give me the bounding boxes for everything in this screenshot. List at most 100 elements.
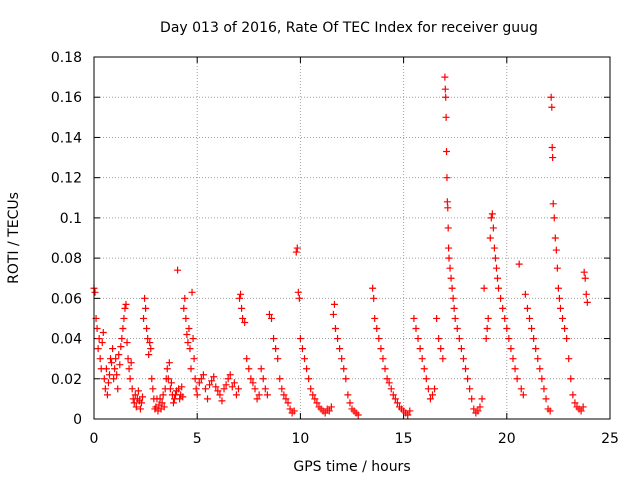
data-point — [307, 385, 315, 393]
data-point — [540, 385, 548, 393]
data-point — [371, 314, 379, 322]
data-point — [509, 355, 517, 363]
data-point — [414, 335, 422, 343]
x-axis-label: GPS time / hours — [293, 459, 410, 475]
data-point — [111, 365, 119, 373]
data-point — [556, 304, 564, 312]
data-point — [549, 200, 557, 208]
data-point — [280, 391, 288, 399]
data-point — [105, 371, 113, 379]
data-point — [301, 355, 309, 363]
data-point — [120, 314, 128, 322]
data-point — [126, 375, 134, 383]
data-point — [236, 294, 244, 302]
data-point — [241, 318, 249, 326]
data-point — [197, 375, 205, 383]
data-point — [451, 314, 459, 322]
data-point — [169, 399, 177, 407]
data-point — [534, 355, 542, 363]
x-tick-label: 10 — [291, 431, 309, 447]
data-point — [344, 391, 352, 399]
grid-lines — [94, 57, 610, 419]
data-point — [484, 314, 492, 322]
plot-frame — [93, 56, 611, 420]
data-point — [259, 375, 267, 383]
data-point — [276, 375, 284, 383]
data-point — [108, 359, 116, 367]
data-point — [94, 345, 102, 353]
data-point — [142, 304, 150, 312]
data-point — [165, 359, 173, 367]
data-point — [148, 375, 156, 383]
data-point — [313, 399, 321, 407]
data-point — [98, 339, 106, 347]
data-point — [577, 407, 585, 415]
data-point — [164, 375, 172, 383]
data-point — [443, 198, 451, 206]
data-point — [418, 355, 426, 363]
data-point — [179, 393, 187, 401]
data-point — [487, 214, 495, 222]
data-point — [292, 248, 300, 256]
data-point — [137, 399, 145, 407]
data-point — [517, 385, 525, 393]
data-point — [580, 268, 588, 276]
data-point — [268, 314, 276, 322]
data-point — [131, 391, 139, 399]
data-point — [127, 359, 135, 367]
data-point — [274, 355, 282, 363]
data-point — [579, 403, 587, 411]
data-point — [492, 264, 500, 272]
data-point — [389, 391, 397, 399]
data-point — [327, 403, 335, 411]
data-point — [490, 244, 498, 252]
data-point — [404, 411, 412, 419]
data-point — [185, 325, 193, 332]
data-point — [567, 375, 575, 383]
data-point — [232, 391, 240, 399]
data-point — [204, 395, 212, 403]
data-point — [182, 314, 190, 322]
data-point — [282, 395, 290, 403]
data-point — [565, 355, 573, 363]
data-point — [309, 391, 317, 399]
y-axis-label: ROTI / TECUs — [6, 192, 22, 284]
data-point — [243, 355, 251, 363]
data-point — [141, 294, 149, 302]
data-point — [422, 375, 430, 383]
data-point — [174, 266, 182, 274]
data-point — [294, 288, 302, 296]
data-point — [393, 399, 401, 407]
data-point — [334, 335, 342, 343]
data-point — [325, 407, 333, 415]
y-tick-label: 0.16 — [51, 90, 82, 106]
y-tick-label: 0.02 — [51, 372, 82, 388]
data-point — [136, 405, 144, 413]
data-point — [99, 329, 107, 337]
y-tick-label: 0.08 — [51, 251, 82, 267]
data-point — [468, 395, 476, 403]
data-point — [442, 113, 450, 121]
data-point — [139, 393, 147, 401]
data-point — [551, 234, 559, 242]
data-point — [201, 385, 209, 393]
data-point — [257, 365, 265, 373]
data-point — [125, 365, 133, 373]
data-point — [581, 274, 589, 282]
data-point — [499, 304, 507, 312]
data-point — [385, 379, 393, 387]
data-point — [110, 375, 118, 383]
data-point — [208, 377, 216, 385]
data-point — [445, 254, 453, 262]
data-point — [91, 288, 99, 296]
data-point — [220, 385, 228, 393]
y-tick-label: 0.04 — [51, 332, 82, 348]
y-tick-label: 0 — [73, 412, 82, 428]
data-point — [416, 345, 424, 353]
data-point — [114, 385, 122, 393]
data-point — [532, 345, 540, 353]
data-point — [195, 379, 203, 387]
data-point — [109, 345, 117, 353]
data-point — [331, 325, 339, 332]
